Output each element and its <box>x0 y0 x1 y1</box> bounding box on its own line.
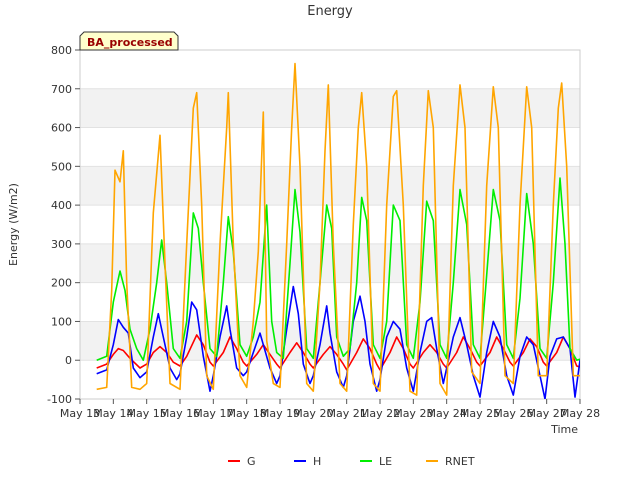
annotation-text: BA_processed <box>87 36 173 49</box>
y-tick-label: 100 <box>51 315 72 328</box>
plot-area <box>79 49 581 400</box>
x-tick-label: May 19 <box>260 407 300 420</box>
x-tick-label: May 22 <box>360 407 400 420</box>
annotation-box: BA_processed <box>79 31 179 51</box>
x-tick-label: May 20 <box>293 407 333 420</box>
x-tick-label: May 24 <box>427 407 467 420</box>
grid-band <box>80 166 580 206</box>
x-tick-label: May 17 <box>193 407 233 420</box>
y-tick-label: 400 <box>51 199 72 212</box>
y-tick-label: 600 <box>51 122 72 135</box>
legend-label-g: G <box>247 455 256 468</box>
x-tick-label: May 28 <box>560 407 600 420</box>
y-tick-label: 800 <box>51 44 72 57</box>
x-tick-label: May 26 <box>493 407 533 420</box>
series-layer <box>96 62 580 399</box>
legend-label-h: H <box>313 455 321 468</box>
y-tick-label: 0 <box>65 354 72 367</box>
series-line-rnet <box>96 62 580 396</box>
y-tick-label: 700 <box>51 83 72 96</box>
x-tick-label: May 27 <box>527 407 567 420</box>
y-tick-label: 300 <box>51 238 72 251</box>
x-tick-label: May 21 <box>327 407 367 420</box>
grid-band <box>80 243 580 283</box>
x-tick-label: May 25 <box>460 407 500 420</box>
legend-label-le: LE <box>379 455 392 468</box>
legend: G H LE RNET <box>228 455 475 468</box>
y-tick-label: 200 <box>51 277 72 290</box>
y-tick-label: 500 <box>51 160 72 173</box>
x-tick-label: May 15 <box>127 407 167 420</box>
x-tick-label: May 13 <box>60 407 100 420</box>
x-axis-label: Time <box>550 423 578 436</box>
series-line-g <box>96 334 580 371</box>
chart-title: Energy <box>307 4 353 19</box>
series-line-h <box>96 285 580 399</box>
annotation-background <box>79 31 179 51</box>
x-tick-label: May 18 <box>227 407 267 420</box>
x-tick-label: May 23 <box>393 407 433 420</box>
y-axis-label: Energy (W/m2) <box>7 183 20 266</box>
x-tick-label: May 14 <box>93 407 133 420</box>
legend-label-rnet: RNET <box>445 455 475 468</box>
y-tick-label: -100 <box>47 393 72 406</box>
x-tick-label: May 16 <box>160 407 200 420</box>
